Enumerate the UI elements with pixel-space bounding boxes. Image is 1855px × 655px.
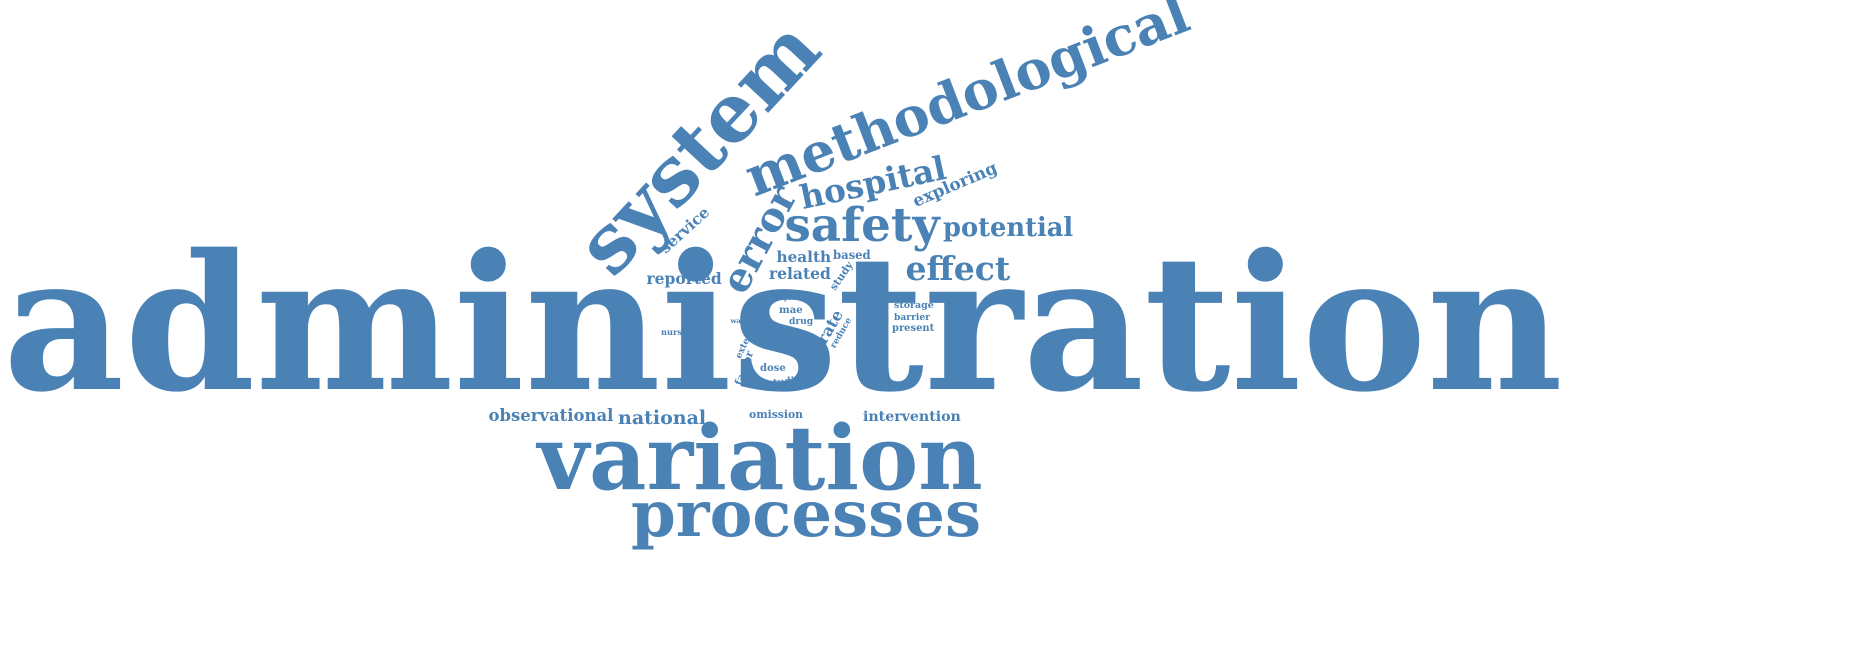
word-omission: omission [749, 407, 804, 421]
word-observational: observational [488, 406, 614, 425]
word-barrier: barrier [894, 311, 930, 323]
word-effect: effect [905, 248, 1011, 288]
word-health: health [776, 247, 832, 266]
word-present: present [892, 323, 935, 334]
word-related: related [769, 264, 831, 283]
word-safety: safety [784, 197, 940, 253]
word-proc: proc [784, 295, 800, 302]
word-dose: dose [760, 363, 786, 374]
word-national: national [618, 406, 707, 429]
word-processes: processes [631, 477, 982, 552]
word-based: based [833, 248, 871, 262]
word-nurse: nurse [661, 327, 688, 337]
word-ward: ward [730, 316, 750, 325]
word-potential: potential [943, 213, 1074, 243]
word-intervention: intervention [863, 409, 961, 425]
word-drug: drug [789, 315, 814, 327]
word-mae: mae [779, 304, 803, 316]
word-administration: administration [3, 213, 1563, 434]
word-storage: storage [894, 299, 934, 311]
word-reported: reported [646, 269, 722, 288]
word-variation: variation [537, 405, 983, 510]
